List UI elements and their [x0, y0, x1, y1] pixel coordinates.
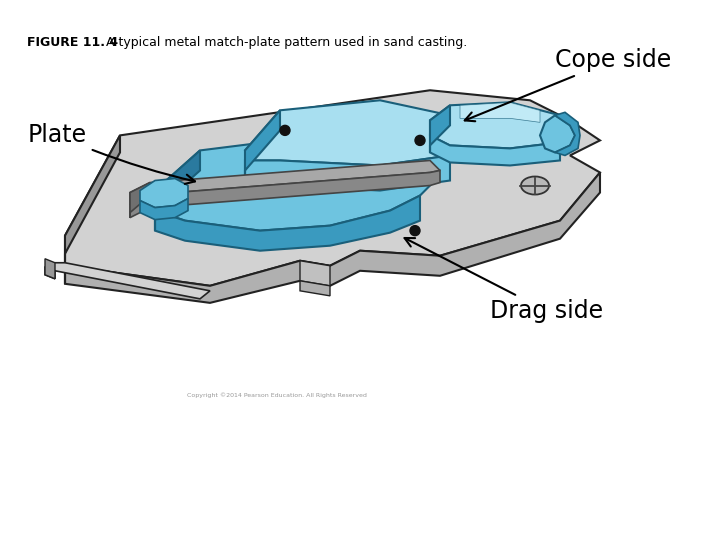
- Circle shape: [410, 226, 420, 235]
- Polygon shape: [130, 183, 150, 218]
- Text: Cope side: Cope side: [464, 48, 671, 122]
- Polygon shape: [555, 112, 580, 156]
- Polygon shape: [140, 179, 188, 207]
- Polygon shape: [65, 172, 600, 303]
- Polygon shape: [130, 160, 440, 205]
- Polygon shape: [155, 195, 420, 251]
- Polygon shape: [45, 259, 55, 279]
- Polygon shape: [245, 110, 280, 180]
- Polygon shape: [155, 136, 445, 231]
- Text: Copyright ©2014 by Pearson Education, Inc.: Copyright ©2014 by Pearson Education, In…: [479, 501, 657, 510]
- Text: Copyright ©2014 Pearson Education. All Rights Reserved: Copyright ©2014 Pearson Education. All R…: [187, 393, 367, 399]
- Polygon shape: [300, 281, 330, 296]
- Polygon shape: [540, 116, 575, 152]
- Polygon shape: [65, 90, 600, 286]
- Text: Serope Kalpakjian | Steven R. Schmid: Serope Kalpakjian | Steven R. Schmid: [198, 522, 348, 531]
- Text: A typical metal match-plate pattern used in sand casting.: A typical metal match-plate pattern used…: [98, 36, 467, 49]
- Polygon shape: [245, 156, 450, 191]
- Text: ALWAYS LEARNING: ALWAYS LEARNING: [13, 511, 102, 520]
- Polygon shape: [460, 102, 540, 123]
- Polygon shape: [140, 199, 188, 220]
- Polygon shape: [245, 100, 460, 165]
- Text: PEARSON: PEARSON: [638, 507, 720, 525]
- Text: Plate: Plate: [28, 123, 195, 184]
- Polygon shape: [130, 171, 440, 218]
- Polygon shape: [300, 261, 330, 286]
- Text: Manufacturing Engineering and Technology, Seventh Edition: Manufacturing Engineering and Technology…: [198, 501, 440, 510]
- Polygon shape: [430, 102, 570, 148]
- Ellipse shape: [521, 177, 549, 194]
- Polygon shape: [65, 136, 120, 284]
- Polygon shape: [45, 263, 210, 299]
- Polygon shape: [155, 151, 200, 231]
- Text: All rights reserved.: All rights reserved.: [479, 522, 555, 531]
- Text: Drag side: Drag side: [405, 238, 603, 323]
- Circle shape: [415, 136, 425, 145]
- Polygon shape: [430, 105, 450, 152]
- Polygon shape: [45, 267, 55, 279]
- Circle shape: [280, 125, 290, 136]
- Polygon shape: [430, 136, 560, 165]
- Text: FIGURE 11. 4: FIGURE 11. 4: [27, 36, 119, 49]
